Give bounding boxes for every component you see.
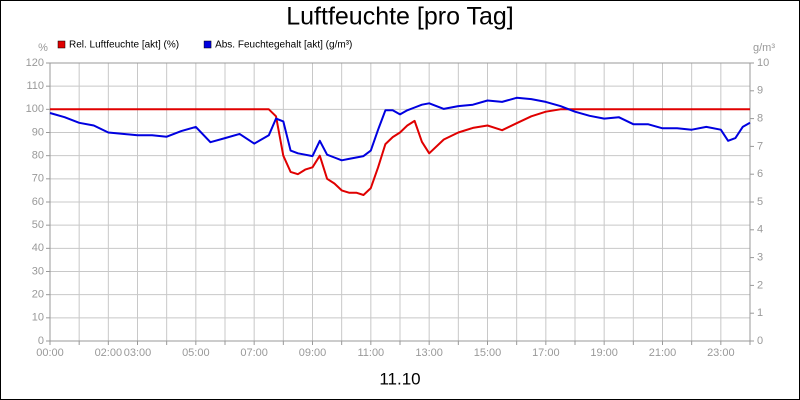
- y2-axis-label: g/m³: [753, 42, 775, 54]
- legend-marker: [203, 40, 212, 49]
- y2-tick-label: 3: [757, 252, 763, 264]
- y-tick-label: 90: [32, 126, 44, 138]
- y2-tick-label: 7: [757, 140, 763, 152]
- y-tick-label: 60: [32, 196, 44, 208]
- y-tick-label: 100: [26, 103, 44, 115]
- legend-marker: [57, 40, 66, 49]
- y2-tick-label: 8: [757, 113, 763, 125]
- y-tick-label: 70: [32, 173, 44, 185]
- x-tick-label: 03:00: [124, 347, 152, 359]
- legend-label: Abs. Feuchtegehalt [akt] (g/m³): [215, 40, 352, 51]
- y-tick-label: 20: [32, 289, 44, 301]
- y-tick-label: 80: [32, 150, 44, 162]
- x-tick-label: 13:00: [415, 347, 443, 359]
- y2-tick-label: 0: [757, 335, 763, 347]
- y2-tick-label: 10: [757, 57, 769, 69]
- x-axis-label: 11.10: [379, 369, 420, 388]
- y2-tick-label: 4: [757, 224, 763, 236]
- x-tick-label: 07:00: [240, 347, 268, 359]
- y2-tick-label: 2: [757, 279, 763, 291]
- data-line: [50, 108, 750, 196]
- y2-tick-label: 5: [757, 196, 763, 208]
- data-line: [49, 96, 751, 162]
- y-tick-label: 30: [32, 265, 44, 277]
- y-tick-label: 110: [26, 80, 44, 92]
- chart-title: Luftfeuchte [pro Tag]: [286, 3, 513, 31]
- y-tick-label: 50: [32, 219, 44, 231]
- x-tick-label: 21:00: [649, 347, 677, 359]
- y2-tick-label: 9: [757, 85, 763, 97]
- x-tick-label: 11:00: [357, 347, 384, 359]
- x-tick-label: 05:00: [182, 347, 210, 359]
- x-tick-label: 15:00: [474, 347, 502, 359]
- x-tick-label: 23:00: [707, 347, 735, 359]
- x-tick-label: 19:00: [590, 347, 618, 359]
- y-tick-label: 10: [32, 312, 44, 324]
- y-axis-label: %: [38, 42, 48, 54]
- plot-border: [49, 62, 751, 342]
- y-tick-label: 40: [32, 242, 44, 254]
- y-tick-label: 0: [38, 335, 44, 347]
- x-tick-label: 02:00: [95, 347, 123, 359]
- y2-tick-label: 1: [757, 307, 763, 319]
- x-tick-label: 09:00: [299, 347, 327, 359]
- legend-label: Rel. Luftfeuchte [akt] (%): [69, 40, 179, 51]
- y2-tick-label: 6: [757, 168, 763, 180]
- x-tick-label: 00:00: [36, 347, 64, 359]
- x-tick-label: 17:00: [532, 347, 560, 359]
- y-tick-label: 120: [26, 57, 44, 69]
